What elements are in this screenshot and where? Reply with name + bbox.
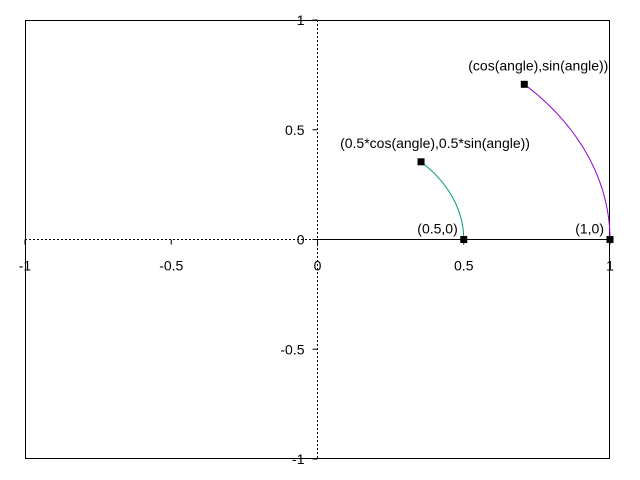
data-point-label: (0.5*cos(angle),0.5*sin(angle)) — [340, 135, 530, 151]
x-tick-label: -1 — [19, 258, 32, 274]
x-tick-label: 0 — [314, 258, 322, 274]
y-tick-label: 0 — [297, 232, 305, 248]
series-arc — [420, 161, 465, 240]
data-point-label: (0.5,0) — [417, 221, 457, 237]
data-point-label: (1,0) — [575, 221, 604, 237]
x-tick-label: 1 — [606, 258, 614, 274]
series-arc — [524, 83, 611, 240]
y-tick-label: 1 — [297, 12, 305, 28]
data-point-marker — [606, 236, 614, 243]
data-point-marker — [417, 158, 425, 166]
data-point-marker — [520, 80, 528, 88]
x-tick-label: 0.5 — [454, 258, 474, 274]
y-tick-label: -0.5 — [280, 341, 304, 357]
y-tick-label: -1 — [292, 451, 305, 467]
data-point-label: (cos(angle),sin(angle)) — [468, 57, 608, 73]
x-tick-label: -0.5 — [159, 258, 183, 274]
data-point-marker — [460, 236, 468, 243]
y-tick-label: 0.5 — [285, 122, 305, 138]
